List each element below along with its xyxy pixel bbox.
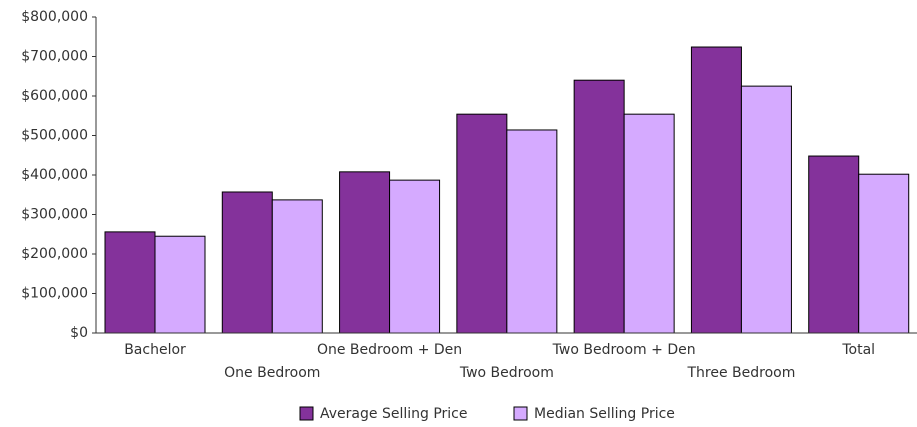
y-tick-label: $300,000 — [21, 207, 88, 223]
x-tick-label: Total — [841, 342, 875, 358]
y-tick-label: $0 — [70, 325, 88, 341]
bar — [271, 199, 323, 334]
y-tick-label: $600,000 — [21, 88, 88, 104]
y-tick-label: $800,000 — [21, 9, 88, 25]
bar — [154, 235, 206, 334]
bar — [339, 171, 391, 334]
legend-swatch — [513, 406, 528, 421]
x-tick-label: Three Bedroom — [686, 365, 795, 381]
legend-label: Average Selling Price — [320, 406, 467, 422]
y-tick-label: $200,000 — [21, 246, 88, 262]
x-tick-label: Two Bedroom + Den — [552, 342, 696, 358]
y-tick-label: $700,000 — [21, 49, 88, 65]
bar — [573, 79, 625, 334]
bar — [456, 113, 508, 334]
y-tick-label: $400,000 — [21, 167, 88, 183]
legend-label: Median Selling Price — [534, 406, 675, 422]
bar — [389, 179, 441, 334]
bar — [740, 85, 792, 334]
x-tick-label: One Bedroom + Den — [317, 342, 462, 358]
y-tick-label: $500,000 — [21, 128, 88, 144]
x-tick-label: Two Bedroom — [459, 365, 554, 381]
legend-swatch — [299, 406, 314, 421]
bar — [221, 191, 273, 334]
bar — [506, 129, 558, 334]
y-tick-label: $100,000 — [21, 286, 88, 302]
bar — [104, 231, 156, 334]
x-tick-label: Bachelor — [124, 342, 186, 358]
x-tick-label: One Bedroom — [224, 365, 320, 381]
bar — [690, 46, 742, 334]
bar — [808, 155, 860, 334]
bar — [623, 113, 675, 334]
bar — [858, 173, 910, 334]
